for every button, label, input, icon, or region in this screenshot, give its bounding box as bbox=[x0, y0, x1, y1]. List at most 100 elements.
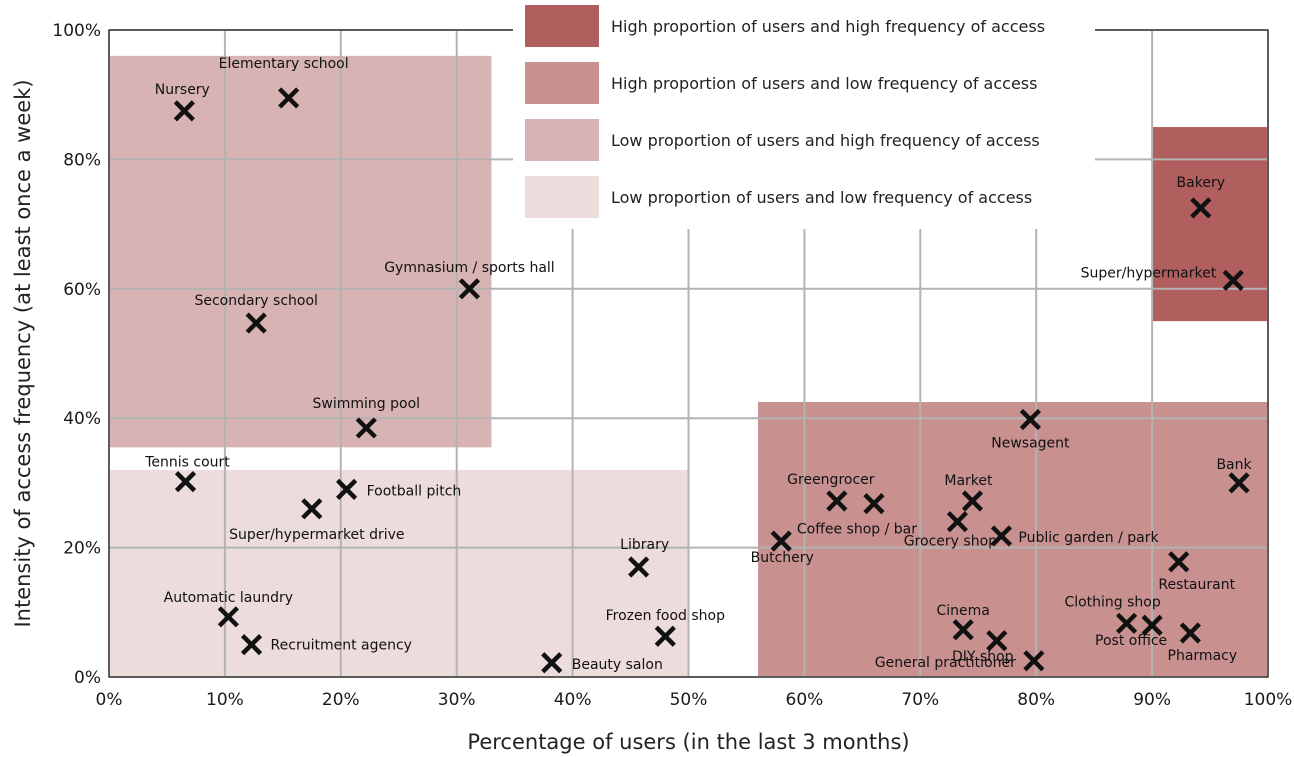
point-label: Newsagent bbox=[991, 435, 1070, 451]
y-tick-label: 40% bbox=[63, 409, 101, 429]
data-point-marker bbox=[946, 511, 968, 533]
region-high-low bbox=[758, 402, 1268, 677]
point-label: Grocery shop bbox=[904, 534, 997, 550]
point-label: Recruitment agency bbox=[271, 638, 412, 654]
x-marker-stroke bbox=[1190, 197, 1212, 219]
x-marker-stroke bbox=[863, 493, 885, 515]
x-marker-stroke bbox=[628, 556, 650, 578]
x-marker-stroke bbox=[770, 530, 792, 552]
x-tick-label: 70% bbox=[901, 690, 939, 710]
x-marker-stroke bbox=[986, 630, 1008, 652]
x-axis-title: Percentage of users (in the last 3 month… bbox=[467, 730, 909, 754]
legend-label: Low proportion of users and high frequen… bbox=[611, 131, 1040, 150]
y-axis-title: Intensity of access frequency (at least … bbox=[11, 79, 35, 627]
x-marker-stroke bbox=[173, 100, 195, 122]
legend-swatch-low-high bbox=[525, 119, 599, 161]
point-label: Nursery bbox=[155, 82, 210, 98]
data-point-marker bbox=[355, 417, 377, 439]
x-marker-stroke bbox=[336, 478, 358, 500]
legend-swatch-high-low bbox=[525, 62, 599, 104]
legend-label: High proportion of users and low frequen… bbox=[611, 74, 1037, 93]
data-point-marker bbox=[1179, 622, 1201, 644]
x-tick-label: 10% bbox=[206, 690, 244, 710]
data-point-marker bbox=[278, 87, 300, 109]
point-label: Super/hypermarket bbox=[1081, 265, 1217, 281]
data-point-marker bbox=[301, 498, 323, 520]
legend-background bbox=[513, 0, 1095, 229]
data-point-marker bbox=[961, 490, 984, 512]
point-label: Gymnasium / sports hall bbox=[384, 260, 555, 276]
point-label: Post office bbox=[1095, 633, 1167, 649]
point-label: Beauty salon bbox=[572, 657, 663, 673]
y-axis-ticks: 0% 20% 40% 60% 80% 100% bbox=[52, 21, 101, 688]
legend-swatch-low-low bbox=[525, 176, 599, 218]
x-marker-stroke bbox=[990, 525, 1013, 547]
point-label: DIY shop bbox=[952, 649, 1014, 665]
data-point-marker bbox=[628, 556, 650, 578]
data-point-marker bbox=[863, 493, 885, 515]
x-marker-stroke bbox=[654, 625, 676, 647]
x-marker-stroke bbox=[1228, 472, 1250, 494]
data-point-marker bbox=[986, 630, 1008, 652]
y-tick-label: 80% bbox=[63, 150, 101, 170]
data-point-marker bbox=[336, 478, 358, 500]
point-label: Football pitch bbox=[367, 483, 462, 499]
y-tick-label: 60% bbox=[63, 280, 101, 300]
x-tick-label: 100% bbox=[1244, 690, 1293, 710]
region-high-high bbox=[1152, 127, 1268, 322]
x-axis-ticks: 0% 10% 20% 30% 40% 50% 60% 70% 80% 90% 100% bbox=[96, 690, 1293, 710]
y-tick-label: 0% bbox=[74, 668, 101, 688]
data-point-marker bbox=[1190, 197, 1212, 219]
x-marker-stroke bbox=[245, 312, 267, 334]
x-tick-label: 30% bbox=[438, 690, 476, 710]
data-point-marker bbox=[1168, 551, 1190, 573]
point-label: Super/hypermarket drive bbox=[229, 527, 404, 543]
data-point-marker bbox=[770, 530, 792, 552]
point-label: Bakery bbox=[1177, 175, 1225, 191]
point-label: Bank bbox=[1216, 457, 1252, 473]
point-label: Swimming pool bbox=[313, 396, 421, 412]
point-label: Greengrocer bbox=[787, 472, 875, 488]
data-points bbox=[173, 87, 1250, 674]
x-tick-label: 40% bbox=[554, 690, 592, 710]
x-marker-stroke bbox=[278, 87, 300, 109]
x-tick-label: 20% bbox=[322, 690, 360, 710]
x-tick-label: 60% bbox=[786, 690, 824, 710]
legend-label: Low proportion of users and low frequenc… bbox=[611, 188, 1032, 207]
data-point-marker bbox=[174, 471, 197, 493]
x-marker-stroke bbox=[301, 498, 323, 520]
legend-swatch-high-high bbox=[525, 5, 599, 47]
data-point-marker bbox=[245, 312, 267, 334]
y-tick-label: 100% bbox=[52, 21, 101, 41]
point-label: Automatic laundry bbox=[164, 590, 293, 606]
data-point-marker bbox=[173, 100, 195, 122]
x-tick-label: 90% bbox=[1133, 690, 1171, 710]
point-label: Coffee shop / bar bbox=[797, 522, 917, 538]
data-point-marker bbox=[217, 606, 239, 628]
x-marker-stroke bbox=[1019, 408, 1041, 431]
point-label: Elementary school bbox=[219, 56, 349, 72]
data-point-marker bbox=[1023, 650, 1045, 672]
x-marker-stroke bbox=[1116, 612, 1138, 634]
x-marker-stroke bbox=[946, 511, 968, 533]
legend: High proportion of users and high freque… bbox=[513, 0, 1095, 229]
data-point-marker bbox=[240, 634, 263, 656]
data-point-marker bbox=[541, 652, 563, 674]
x-marker-stroke bbox=[174, 471, 197, 493]
x-marker-stroke bbox=[217, 606, 239, 628]
point-label: Tennis court bbox=[144, 455, 230, 471]
data-point-marker bbox=[1141, 614, 1163, 636]
data-point-marker bbox=[654, 625, 676, 647]
region-low-low bbox=[109, 469, 689, 677]
point-label: General practitioner bbox=[875, 655, 1016, 671]
point-label: Restaurant bbox=[1158, 577, 1235, 593]
data-point-marker bbox=[1228, 472, 1250, 494]
x-tick-label: 80% bbox=[1017, 690, 1055, 710]
point-label: Market bbox=[944, 473, 993, 489]
point-label: Library bbox=[620, 537, 669, 553]
x-marker-stroke bbox=[458, 278, 481, 300]
x-marker-stroke bbox=[1179, 622, 1201, 644]
x-marker-stroke bbox=[1023, 650, 1045, 672]
point-label: Secondary school bbox=[194, 293, 317, 309]
